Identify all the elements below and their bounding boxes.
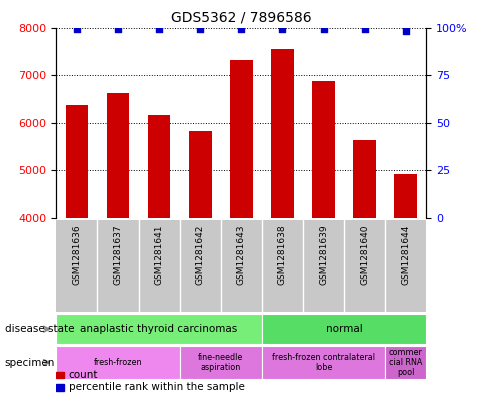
Point (402, 28, 410, 35)
Text: commer
cial RNA
pool: commer cial RNA pool (389, 348, 423, 377)
Text: GSM1281638: GSM1281638 (278, 225, 287, 285)
Text: percentile rank within the sample: percentile rank within the sample (69, 382, 245, 392)
Bar (353, 140, 376, 218)
Bar (271, 50, 294, 218)
Bar (56, 372, 64, 378)
Text: GSM1281642: GSM1281642 (196, 225, 205, 285)
Text: fresh-frozen contralateral
lobe: fresh-frozen contralateral lobe (272, 353, 375, 372)
Text: GSM1281643: GSM1281643 (237, 225, 246, 285)
Text: fine-needle
aspiration: fine-needle aspiration (198, 353, 244, 372)
Point (73, 26, 81, 33)
Point (361, 26, 368, 33)
Text: fresh-frozen: fresh-frozen (94, 358, 142, 367)
Bar (107, 93, 129, 218)
Text: GSM1281637: GSM1281637 (114, 225, 122, 285)
Bar (262, 346, 385, 379)
Point (196, 26, 204, 33)
Title: GDS5362 / 7896586: GDS5362 / 7896586 (171, 11, 312, 25)
Text: GSM1281644: GSM1281644 (401, 225, 410, 285)
Bar (66, 105, 88, 218)
Bar (180, 346, 262, 379)
Text: GSM1281639: GSM1281639 (319, 225, 328, 285)
Bar (56, 384, 64, 391)
Bar (312, 81, 335, 218)
Text: GSM1281641: GSM1281641 (155, 225, 164, 285)
Text: GSM1281640: GSM1281640 (360, 225, 369, 285)
Bar (56, 314, 262, 344)
Point (278, 26, 286, 33)
Bar (189, 131, 212, 218)
Bar (56, 346, 180, 379)
Bar (148, 115, 171, 218)
Text: GSM1281636: GSM1281636 (73, 225, 81, 285)
Bar (230, 61, 253, 218)
Bar (262, 314, 426, 344)
Point (319, 26, 327, 33)
Text: count: count (69, 370, 98, 380)
Text: specimen: specimen (5, 358, 55, 367)
Point (238, 26, 245, 33)
Text: anaplastic thyroid carcinomas: anaplastic thyroid carcinomas (80, 324, 238, 334)
Point (155, 26, 163, 33)
Bar (385, 346, 426, 379)
Text: normal: normal (326, 324, 363, 334)
Bar (394, 174, 417, 218)
Text: disease state: disease state (5, 324, 74, 334)
Point (114, 26, 122, 33)
